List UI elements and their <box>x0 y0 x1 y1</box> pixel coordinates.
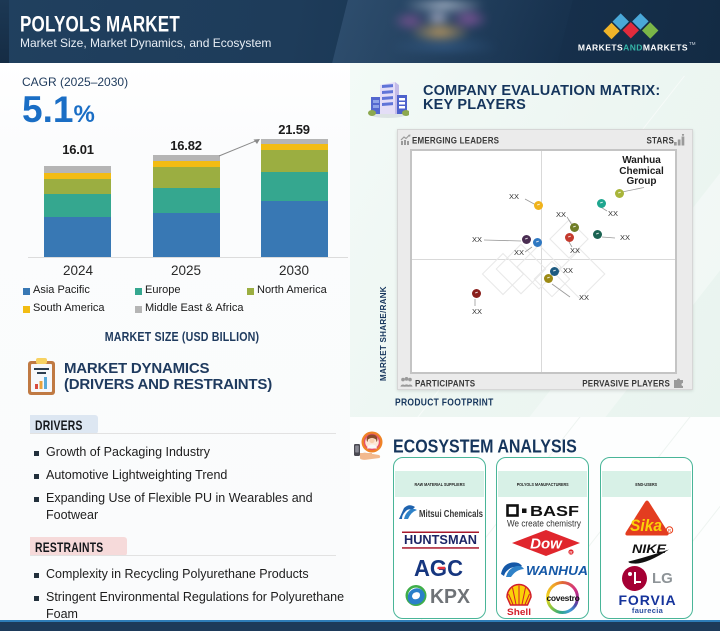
svg-text:We create chemistry: We create chemistry <box>507 519 581 529</box>
svg-text:Dow: Dow <box>530 536 563 553</box>
svg-text:KPX: KPX <box>430 586 471 608</box>
svg-text:BASF: BASF <box>530 504 579 520</box>
svg-text:Shell: Shell <box>507 607 531 618</box>
svg-text:WANHUA: WANHUA <box>526 563 588 578</box>
svg-text:NIKE: NIKE <box>632 542 667 556</box>
svg-text:TM: TM <box>689 41 696 46</box>
svg-text:Mitsui Chemicals: Mitsui Chemicals <box>419 508 483 520</box>
svg-text:MARKETSANDMARKETS: MARKETSANDMARKETS <box>578 43 688 53</box>
svg-text:R: R <box>668 528 672 533</box>
svg-text:HUNTSMAN: HUNTSMAN <box>404 533 477 547</box>
svg-text:R: R <box>569 550 573 555</box>
svg-text:Sika: Sika <box>630 516 662 535</box>
